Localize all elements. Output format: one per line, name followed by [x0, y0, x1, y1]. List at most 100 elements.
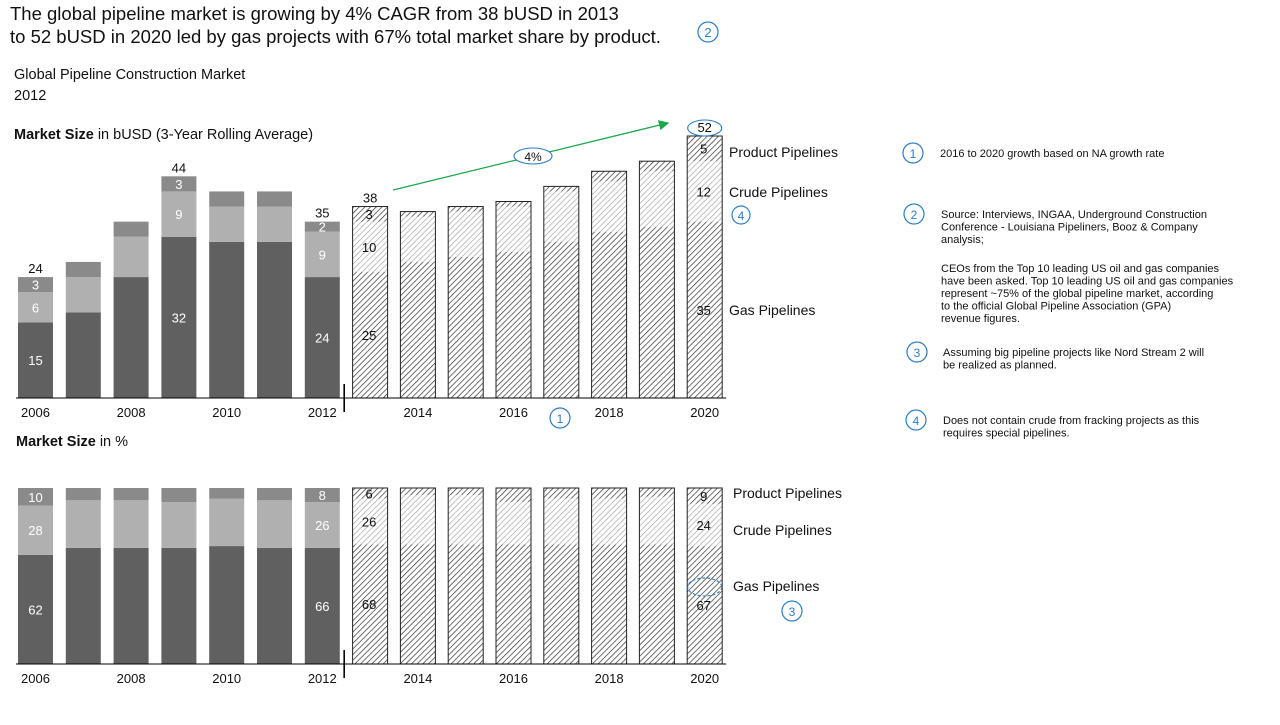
bottom-bar-2010-gas-pipelines — [209, 546, 245, 664]
top-bar-2016-gas-pipelines — [496, 251, 531, 398]
top-bar-2011-gas-pipelines — [257, 241, 292, 398]
top-segment-label-2020-2: 5 — [700, 142, 707, 157]
top-bar-2006-gas-pipelines — [18, 322, 53, 398]
bottom-bar-2014-gas-pipelines — [400, 544, 436, 664]
bottom-segment-label-2013-2: 6 — [365, 486, 372, 501]
top-bar-2011-crude-pipelines — [257, 206, 292, 242]
top-legend-gas-pipelines: Gas Pipelines — [729, 302, 815, 318]
bottom-segment-label-2020-0: 67 — [696, 598, 710, 613]
top-x-tick-2012: 2012 — [308, 405, 337, 420]
bottom-bar-2017-gas-pipelines — [543, 544, 579, 664]
footnote-4: 4 Does not contain crude from fracking pr… — [905, 409, 1200, 440]
bottom-bar-2010-crude-pipelines — [209, 498, 245, 547]
top-bar-2014-product-pipelines — [400, 211, 436, 217]
bottom-bar-2020-product-pipelines — [687, 488, 723, 504]
bottom-bar-2012-product-pipelines — [304, 488, 340, 503]
bottom-bar-2011-crude-pipelines — [257, 500, 292, 548]
top-bar-2013-product-pipelines — [352, 206, 388, 222]
top-bar-2016-crude-pipelines — [496, 206, 531, 252]
bottom-bar-2007-product-pipelines — [65, 488, 101, 501]
top-x-tick-2020: 2020 — [690, 405, 719, 420]
bottom-bar-2019-product-pipelines — [639, 488, 675, 497]
bottom-chart-title: Market Size in % — [16, 434, 128, 450]
bottom-x-tick-2018: 2018 — [595, 671, 624, 686]
top-bar-2007-crude-pipelines — [65, 277, 101, 313]
top-bar-2014-gas-pipelines — [400, 261, 436, 398]
bottom-bar-2016-product-pipelines — [496, 488, 531, 503]
headline-footnote-number: 2 — [704, 25, 711, 40]
bottom-bar-2011-product-pipelines — [257, 488, 292, 501]
top-total-label-2009: 44 — [172, 160, 186, 175]
bottom-bar-2007-crude-pipelines — [65, 500, 101, 548]
subtitle-line-2: 2012 — [14, 88, 46, 104]
top-segment-label-2020-1: 12 — [696, 184, 710, 199]
bottom-segment-label-2012-2: 8 — [319, 488, 326, 503]
bottom-x-tick-2016: 2016 — [499, 671, 528, 686]
bottom-chart-title-rest: in % — [96, 434, 128, 450]
top-bar-2017-gas-pipelines — [543, 241, 579, 398]
top-total-label-2020: 52 — [697, 120, 711, 135]
top-bar-2010-product-pipelines — [209, 191, 245, 207]
bottom-legend-crude-pipelines: Crude Pipelines — [733, 522, 832, 538]
top-segment-label-2009-1: 9 — [175, 207, 182, 222]
top-bar-2019-gas-pipelines — [639, 226, 675, 398]
bottom-bar-2015-product-pipelines — [448, 488, 484, 496]
cagr-label: 4% — [524, 150, 542, 164]
bottom-bar-2009-crude-pipelines — [161, 502, 197, 548]
top-bar-2006-crude-pipelines — [18, 292, 53, 323]
marker-1-number: 1 — [557, 412, 564, 426]
bottom-segment-label-2013-0: 68 — [362, 597, 376, 612]
top-bar-2009-gas-pipelines — [161, 236, 197, 398]
bottom-bar-2008-crude-pipelines — [113, 500, 149, 548]
bottom-bar-2013-product-pipelines — [352, 488, 388, 499]
top-total-ellipse-2020 — [687, 119, 723, 137]
footnote-text: Assuming big pipeline projects like Nord… — [943, 347, 1204, 372]
top-x-tick-2006: 2006 — [21, 405, 50, 420]
bottom-bar-2012-gas-pipelines — [304, 547, 340, 664]
bottom-bar-2019-crude-pipelines — [639, 496, 675, 545]
footnote-marker-number: 2 — [911, 208, 918, 222]
bottom-bar-2017-crude-pipelines — [543, 498, 579, 545]
top-x-tick-2008: 2008 — [117, 405, 146, 420]
bottom-bar-2013-crude-pipelines — [352, 498, 388, 545]
footnote-text: Source: Interviews, INGAA, Underground C… — [941, 209, 1207, 246]
bottom-chart-title-bold: Market Size — [16, 434, 96, 450]
bottom-bar-2008-product-pipelines — [113, 488, 149, 501]
bottom-legend-gas-pipelines: Gas Pipelines — [733, 578, 819, 594]
top-segment-label-2009-0: 32 — [172, 310, 186, 325]
bottom-x-tick-2010: 2010 — [212, 671, 241, 686]
top-bar-2016-product-pipelines — [496, 201, 531, 207]
top-bar-2008-crude-pipelines — [113, 236, 149, 278]
top-chart-title-rest: in bUSD (3-Year Rolling Average) — [94, 127, 313, 143]
bottom-x-tick-2014: 2014 — [403, 671, 432, 686]
subtitle-line-1: Global Pipeline Construction Market — [14, 67, 245, 83]
top-total-label-2006: 24 — [28, 261, 42, 276]
bottom-bar-2006-crude-pipelines — [18, 505, 53, 555]
bottom-segment-label-2020-2: 9 — [700, 489, 707, 504]
top-x-tick-2018: 2018 — [595, 405, 624, 420]
bottom-segment-label-2006-2: 10 — [28, 490, 42, 505]
top-total-label-2012: 35 — [315, 206, 329, 221]
headline-line-1: The global pipeline market is growing by… — [10, 3, 619, 24]
bottom-bar-2013-gas-pipelines — [352, 544, 388, 664]
top-segment-label-2006-1: 6 — [32, 300, 39, 315]
cagr-annotation: 4% — [392, 120, 670, 191]
top-bar-2015-crude-pipelines — [448, 211, 484, 257]
bottom-x-tick-2012: 2012 — [308, 671, 337, 686]
top-bar-2007-gas-pipelines — [65, 312, 101, 398]
top-chart-title-bold: Market Size — [14, 127, 94, 143]
bottom-bar-2014-product-pipelines — [400, 488, 436, 496]
top-segment-label-2020-0: 35 — [696, 303, 710, 318]
top-bar-2010-gas-pipelines — [209, 241, 245, 398]
bottom-segment-label-2012-1: 26 — [315, 518, 329, 533]
bottom-bar-2015-gas-pipelines — [448, 544, 484, 664]
top-bar-2012-gas-pipelines — [304, 277, 340, 398]
footnote-text: CEOs from the Top 10 leading US oil and … — [941, 263, 1234, 325]
marker-4-crude: 4 — [731, 205, 751, 225]
top-bar-2017-crude-pipelines — [543, 191, 579, 242]
top-bar-2018-crude-pipelines — [591, 181, 627, 232]
top-bar-2012-crude-pipelines — [304, 231, 340, 278]
bottom-bar-2016-crude-pipelines — [496, 502, 531, 545]
footnote-marker-number: 3 — [914, 346, 921, 360]
top-legend-crude-pipelines: Crude Pipelines — [729, 184, 828, 200]
